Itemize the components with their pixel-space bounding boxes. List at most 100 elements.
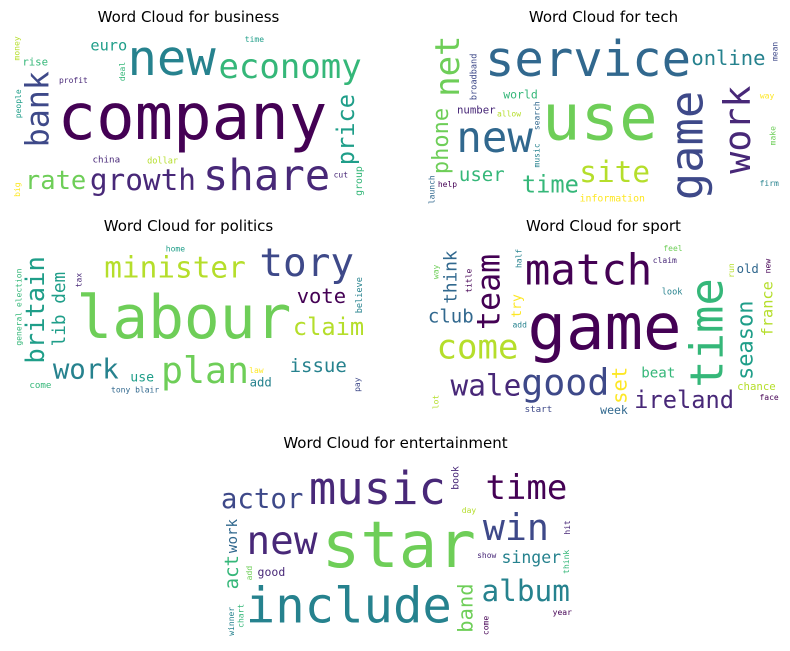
word-service: service	[485, 34, 691, 88]
word-set: set	[608, 367, 632, 404]
panel-tech: Word Cloud for tech use service game new wor…	[426, 8, 781, 206]
word-china: china	[92, 155, 120, 166]
word-law: law	[249, 366, 264, 375]
word-way: way	[432, 264, 441, 279]
word-labour: labour	[76, 284, 291, 353]
chart-title: Word Cloud for business	[97, 8, 280, 26]
word-include: include	[246, 577, 452, 634]
word-way: way	[760, 92, 775, 101]
word-claim: claim	[293, 313, 364, 341]
word-euro: euro	[90, 37, 127, 55]
word-growth: growth	[90, 163, 196, 197]
word-think: think	[441, 250, 461, 304]
word-cloud: company new share economy bank growth rate pric…	[11, 34, 366, 204]
word-music: music	[533, 143, 542, 167]
panel-business: Word Cloud for business company new share e…	[11, 8, 366, 204]
word-time: time	[522, 170, 579, 198]
word-general-election: general election	[14, 268, 23, 345]
word-pay: pay	[353, 377, 362, 392]
word-cloud: labour tory plan minister work britain claim vo…	[11, 243, 366, 396]
word-add: add	[512, 320, 527, 329]
word-information: information	[580, 193, 645, 204]
word-run: run	[727, 263, 736, 278]
word-chart: chart	[237, 604, 246, 628]
word-cloud: star include music new win time album actor band…	[218, 460, 573, 638]
word-game: game	[527, 291, 681, 365]
word-start: start	[525, 404, 553, 415]
word-title: title	[465, 268, 474, 292]
word-money: money	[13, 36, 22, 60]
word-believe: believe	[355, 277, 365, 313]
word-rise: rise	[22, 55, 48, 68]
word-beat: beat	[641, 366, 675, 382]
word-help: help	[438, 180, 457, 189]
word-mean: mean	[770, 42, 779, 61]
word-dollar: dollar	[147, 156, 178, 166]
word-time: time	[681, 278, 734, 388]
word-good: good	[258, 565, 286, 579]
word-claim: claim	[653, 256, 677, 265]
word-act: act	[221, 555, 243, 589]
chart-title: Word Cloud for sport	[526, 217, 681, 235]
word-chance: chance	[737, 380, 776, 393]
word-come: come	[29, 380, 51, 391]
word-season: season	[733, 300, 758, 379]
word-online: online	[691, 46, 765, 70]
word-time: time	[245, 35, 264, 44]
chart-title: Word Cloud for politics	[103, 217, 274, 235]
word-rate: rate	[25, 166, 86, 196]
word-singer: singer	[501, 548, 561, 567]
word-album: album	[481, 574, 569, 608]
word-big: big	[13, 182, 22, 197]
word-number: number	[457, 104, 496, 117]
word-come: come	[437, 328, 519, 368]
word-use: use	[130, 370, 154, 385]
word-economy: economy	[218, 47, 361, 87]
word-week: week	[600, 403, 628, 417]
word-half: half	[515, 249, 524, 268]
word-day: day	[462, 506, 477, 515]
word-year: year	[553, 608, 572, 617]
panel-politics: Word Cloud for politics labour tory plan mi…	[11, 217, 366, 396]
word-game: game	[661, 91, 714, 201]
word-bank: bank	[20, 71, 56, 147]
word-ireland: ireland	[634, 386, 734, 414]
word-feel: feel	[663, 244, 682, 253]
word-match: match	[525, 246, 652, 295]
word-show: show	[477, 551, 496, 560]
word-plan: plan	[161, 349, 249, 392]
word-try: try	[510, 294, 525, 318]
chart-title: Word Cloud for tech	[528, 8, 679, 26]
word-allow: allow	[497, 109, 521, 118]
word-team: team	[471, 254, 507, 330]
word-net: net	[428, 35, 468, 96]
word-share: share	[203, 151, 330, 200]
word-look: look	[662, 288, 684, 298]
word-time: time	[485, 468, 567, 508]
word-win: win	[483, 506, 549, 549]
word-phone: phone	[429, 108, 454, 174]
word-new: new	[456, 113, 533, 162]
word-minister: minister	[104, 251, 246, 285]
word-old: old	[737, 262, 759, 276]
word-britain: britain	[21, 256, 51, 363]
word-add: add	[245, 566, 254, 581]
word-new: new	[764, 259, 773, 274]
word-music: music	[309, 462, 446, 515]
word-site: site	[579, 155, 650, 189]
word-wale: wale	[451, 369, 522, 403]
word-star: star	[322, 509, 476, 583]
word-user: user	[459, 164, 505, 186]
word-club: club	[428, 305, 474, 327]
word-band: band	[454, 583, 478, 632]
word-cloud: use service game new work net site time phone onl…	[426, 34, 781, 206]
word-firm: firm	[760, 179, 779, 188]
word-group: group	[354, 166, 365, 196]
word-deal: deal	[118, 62, 127, 81]
word-work: work	[225, 518, 241, 553]
word-people: people	[14, 89, 23, 118]
